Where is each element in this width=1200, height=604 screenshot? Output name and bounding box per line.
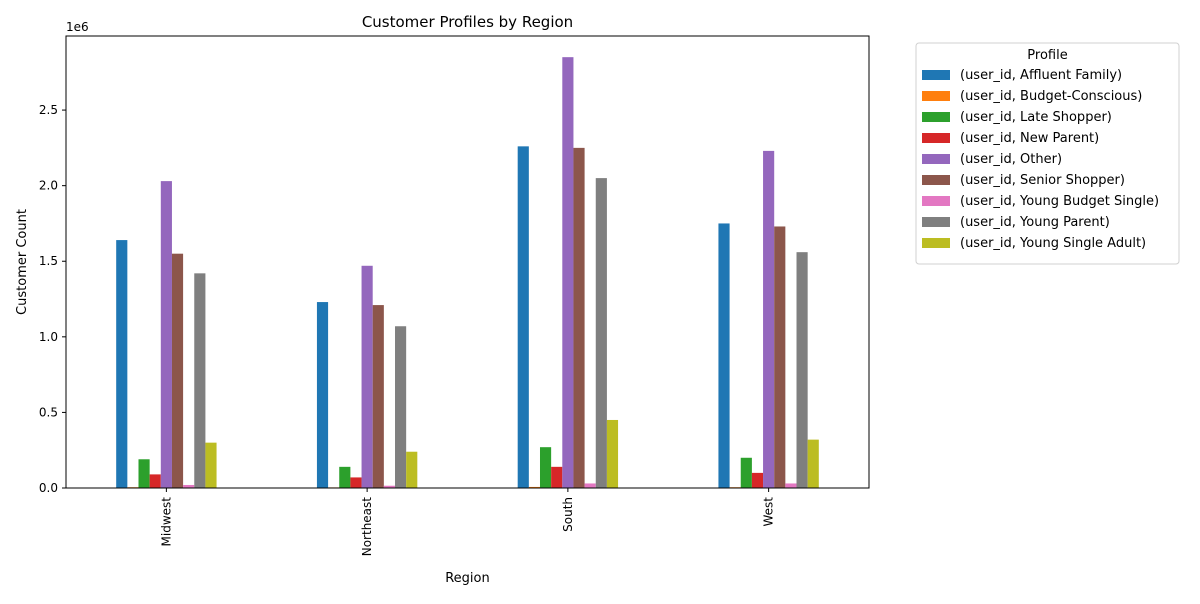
- bar-user-id-new-parent-south: [551, 466, 563, 488]
- bar-user-id-new-parent-midwest: [149, 474, 161, 488]
- legend-entry-label: (user_id, Late Shopper): [960, 110, 1112, 125]
- legend-entry-label: (user_id, Budget-Conscious): [960, 89, 1142, 104]
- bar-user-id-new-parent-west: [751, 472, 764, 488]
- legend-entry-label: (user_id, New Parent): [960, 131, 1099, 146]
- bar-user-id-other-northeast: [361, 265, 373, 488]
- bar-user-id-budget-conscious-south: [528, 486, 540, 488]
- bar-user-id-young-parent-west: [796, 252, 808, 488]
- legend-swatch: [922, 175, 950, 185]
- plot-frame: [65, 35, 870, 489]
- x-tick-label-south: South: [561, 497, 575, 532]
- bar-user-id-late-shopper-midwest: [138, 459, 150, 488]
- bar-user-id-new-parent-northeast: [350, 477, 362, 488]
- y-tick-label: 1.5: [39, 254, 58, 268]
- bar-user-id-young-parent-south: [595, 178, 607, 488]
- legend-swatch: [922, 196, 950, 206]
- bar-user-id-affluent-family-northeast: [316, 302, 329, 488]
- bar-user-id-young-single-adult-northeast: [406, 451, 418, 488]
- chart-title: Customer Profiles by Region: [362, 13, 573, 31]
- bar-user-id-young-single-adult-south: [606, 419, 619, 488]
- legend-swatch: [922, 112, 950, 122]
- x-tick-label-midwest: Midwest: [159, 497, 173, 547]
- legend-entry-label: (user_id, Young Single Adult): [960, 236, 1146, 251]
- bar-user-id-other-west: [763, 150, 775, 488]
- legend-entry-label: (user_id, Other): [960, 152, 1062, 167]
- legend-swatch: [922, 238, 950, 248]
- bar-user-id-young-budget-single-midwest: [183, 484, 195, 488]
- bar-user-id-young-single-adult-midwest: [205, 442, 217, 488]
- legend-swatch: [922, 91, 950, 101]
- bar-user-id-senior-shopper-midwest: [171, 253, 184, 488]
- bar-user-id-late-shopper-northeast: [339, 466, 351, 488]
- x-tick-label-northeast: Northeast: [360, 497, 374, 557]
- bar-user-id-young-budget-single-northeast: [383, 485, 395, 488]
- legend-entry-label: (user_id, Senior Shopper): [960, 173, 1125, 188]
- x-tick-label-west: West: [762, 497, 776, 527]
- legend-box: [915, 42, 1180, 265]
- legend-swatch: [922, 133, 950, 143]
- bar-user-id-young-parent-midwest: [194, 273, 206, 488]
- bar-user-id-late-shopper-south: [539, 447, 552, 488]
- bar-user-id-senior-shopper-west: [774, 226, 786, 488]
- legend: Profile (user_id, Affluent Family) (user_i…: [915, 42, 1180, 265]
- bar-user-id-other-midwest: [160, 181, 172, 488]
- y-tick-label: 0.0: [39, 481, 58, 495]
- bar-user-id-young-single-adult-west: [807, 439, 819, 488]
- legend-swatch: [922, 70, 950, 80]
- legend-title: Profile: [1027, 48, 1067, 63]
- legend-swatch: [922, 217, 950, 227]
- legend-entry-label: (user_id, Affluent Family): [960, 68, 1122, 83]
- y-tick-label: 1.0: [39, 330, 58, 344]
- y-axis-scale-label: 1e6: [66, 20, 89, 34]
- bar-user-id-late-shopper-west: [740, 457, 752, 488]
- legend-swatch: [922, 154, 950, 164]
- bar-user-id-senior-shopper-south: [573, 147, 585, 488]
- y-tick-label: 2.5: [39, 103, 58, 117]
- bar-user-id-young-parent-northeast: [395, 326, 407, 488]
- bar-user-id-young-budget-single-west: [785, 483, 797, 488]
- bar-user-id-affluent-family-west: [718, 223, 730, 488]
- y-tick-label: 0.5: [39, 405, 58, 419]
- bar-user-id-affluent-family-south: [517, 146, 529, 488]
- axes-layer: 0.0 0.5 1.0 1.5 2.0 2.5 Midwest Northeast South W…: [39, 35, 870, 557]
- bar-user-id-senior-shopper-northeast: [372, 305, 384, 488]
- legend-entry-label: (user_id, Young Budget Single): [960, 194, 1159, 209]
- bars-layer: [116, 57, 819, 488]
- y-axis-label: Customer Count: [15, 209, 30, 315]
- x-axis-label: Region: [445, 571, 490, 586]
- bar-user-id-affluent-family-midwest: [116, 240, 128, 488]
- bar-user-id-other-south: [562, 57, 574, 488]
- y-tick-label: 2.0: [39, 179, 58, 193]
- legend-entry-label: (user_id, Young Parent): [960, 215, 1110, 230]
- bar-user-id-young-budget-single-south: [584, 483, 596, 488]
